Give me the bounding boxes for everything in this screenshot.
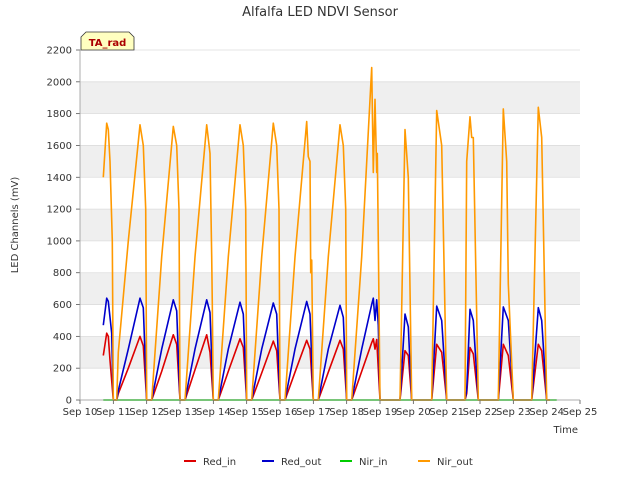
legend-label: Red_out <box>281 457 321 468</box>
legend-item-nir-out: Nir_out <box>418 457 473 468</box>
plot-band <box>80 81 580 114</box>
y-tick-labels: 0 200 400 600 800 1000 1200 1400 1600 1800 2000 220… <box>47 46 72 407</box>
y-tick-label: 1200 <box>47 205 72 216</box>
annotation-label: TA_rad <box>89 38 127 49</box>
x-tick-label: Sep 22 <box>463 407 498 418</box>
series-line-red-out <box>102 297 550 401</box>
x-tick-label: Sep 15 <box>229 407 264 418</box>
y-tick-label: 400 <box>53 332 72 343</box>
legend-item-red-in: Red_in <box>184 457 236 468</box>
y-tick-label: 2200 <box>47 46 72 57</box>
x-tick-label: Sep 23 <box>496 407 531 418</box>
legend-item-nir-in: Nir_in <box>340 457 388 468</box>
annotation-box: TA_rad <box>80 31 135 51</box>
x-tick-label: Sep 18 <box>329 407 364 418</box>
x-tick-label: Sep 20 <box>396 407 431 418</box>
chart-title: Alfalfa LED NDVI Sensor <box>242 5 399 20</box>
x-tick-label: Sep 11 <box>96 407 131 418</box>
x-axis-label: Time <box>553 425 578 436</box>
y-tick-label: 1800 <box>47 109 72 120</box>
x-tick-label: Sep 17 <box>296 407 331 418</box>
x-tick-label: Sep 10 <box>63 407 98 418</box>
plot-band <box>80 145 580 178</box>
y-tick-label: 1400 <box>47 173 72 184</box>
x-tick-label: Sep 21 <box>429 407 464 418</box>
plot-background <box>80 81 580 369</box>
x-tick-label: Sep 14 <box>196 407 231 418</box>
plot-band <box>80 272 580 305</box>
x-tick-label: Sep 24 <box>529 407 564 418</box>
x-tick-label: Sep 16 <box>263 407 298 418</box>
series-line-red-in <box>102 332 550 401</box>
y-tick-label: 1600 <box>47 141 72 152</box>
y-tick-label: 0 <box>66 396 72 407</box>
y-tick-label: 600 <box>53 300 72 311</box>
x-tick-label: Sep 19 <box>363 407 398 418</box>
y-tick-label: 200 <box>53 364 72 375</box>
x-tick-label: Sep 13 <box>163 407 198 418</box>
legend-item-red-out: Red_out <box>262 457 321 468</box>
y-axis-label: LED Channels (mV) <box>10 177 21 274</box>
legend: Red_in Red_out Nir_in Nir_out <box>184 457 473 468</box>
legend-label: Red_in <box>203 457 236 468</box>
legend-label: Nir_in <box>359 457 388 468</box>
x-tick-label: Sep 12 <box>129 407 164 418</box>
axes <box>76 49 581 404</box>
x-tick-label: Sep 25 <box>563 407 598 418</box>
y-tick-label: 2000 <box>47 77 72 88</box>
legend-label: Nir_out <box>437 457 473 468</box>
y-tick-label: 800 <box>53 268 72 279</box>
y-tick-label: 1000 <box>47 236 72 247</box>
series-line-nir-out <box>102 66 550 401</box>
